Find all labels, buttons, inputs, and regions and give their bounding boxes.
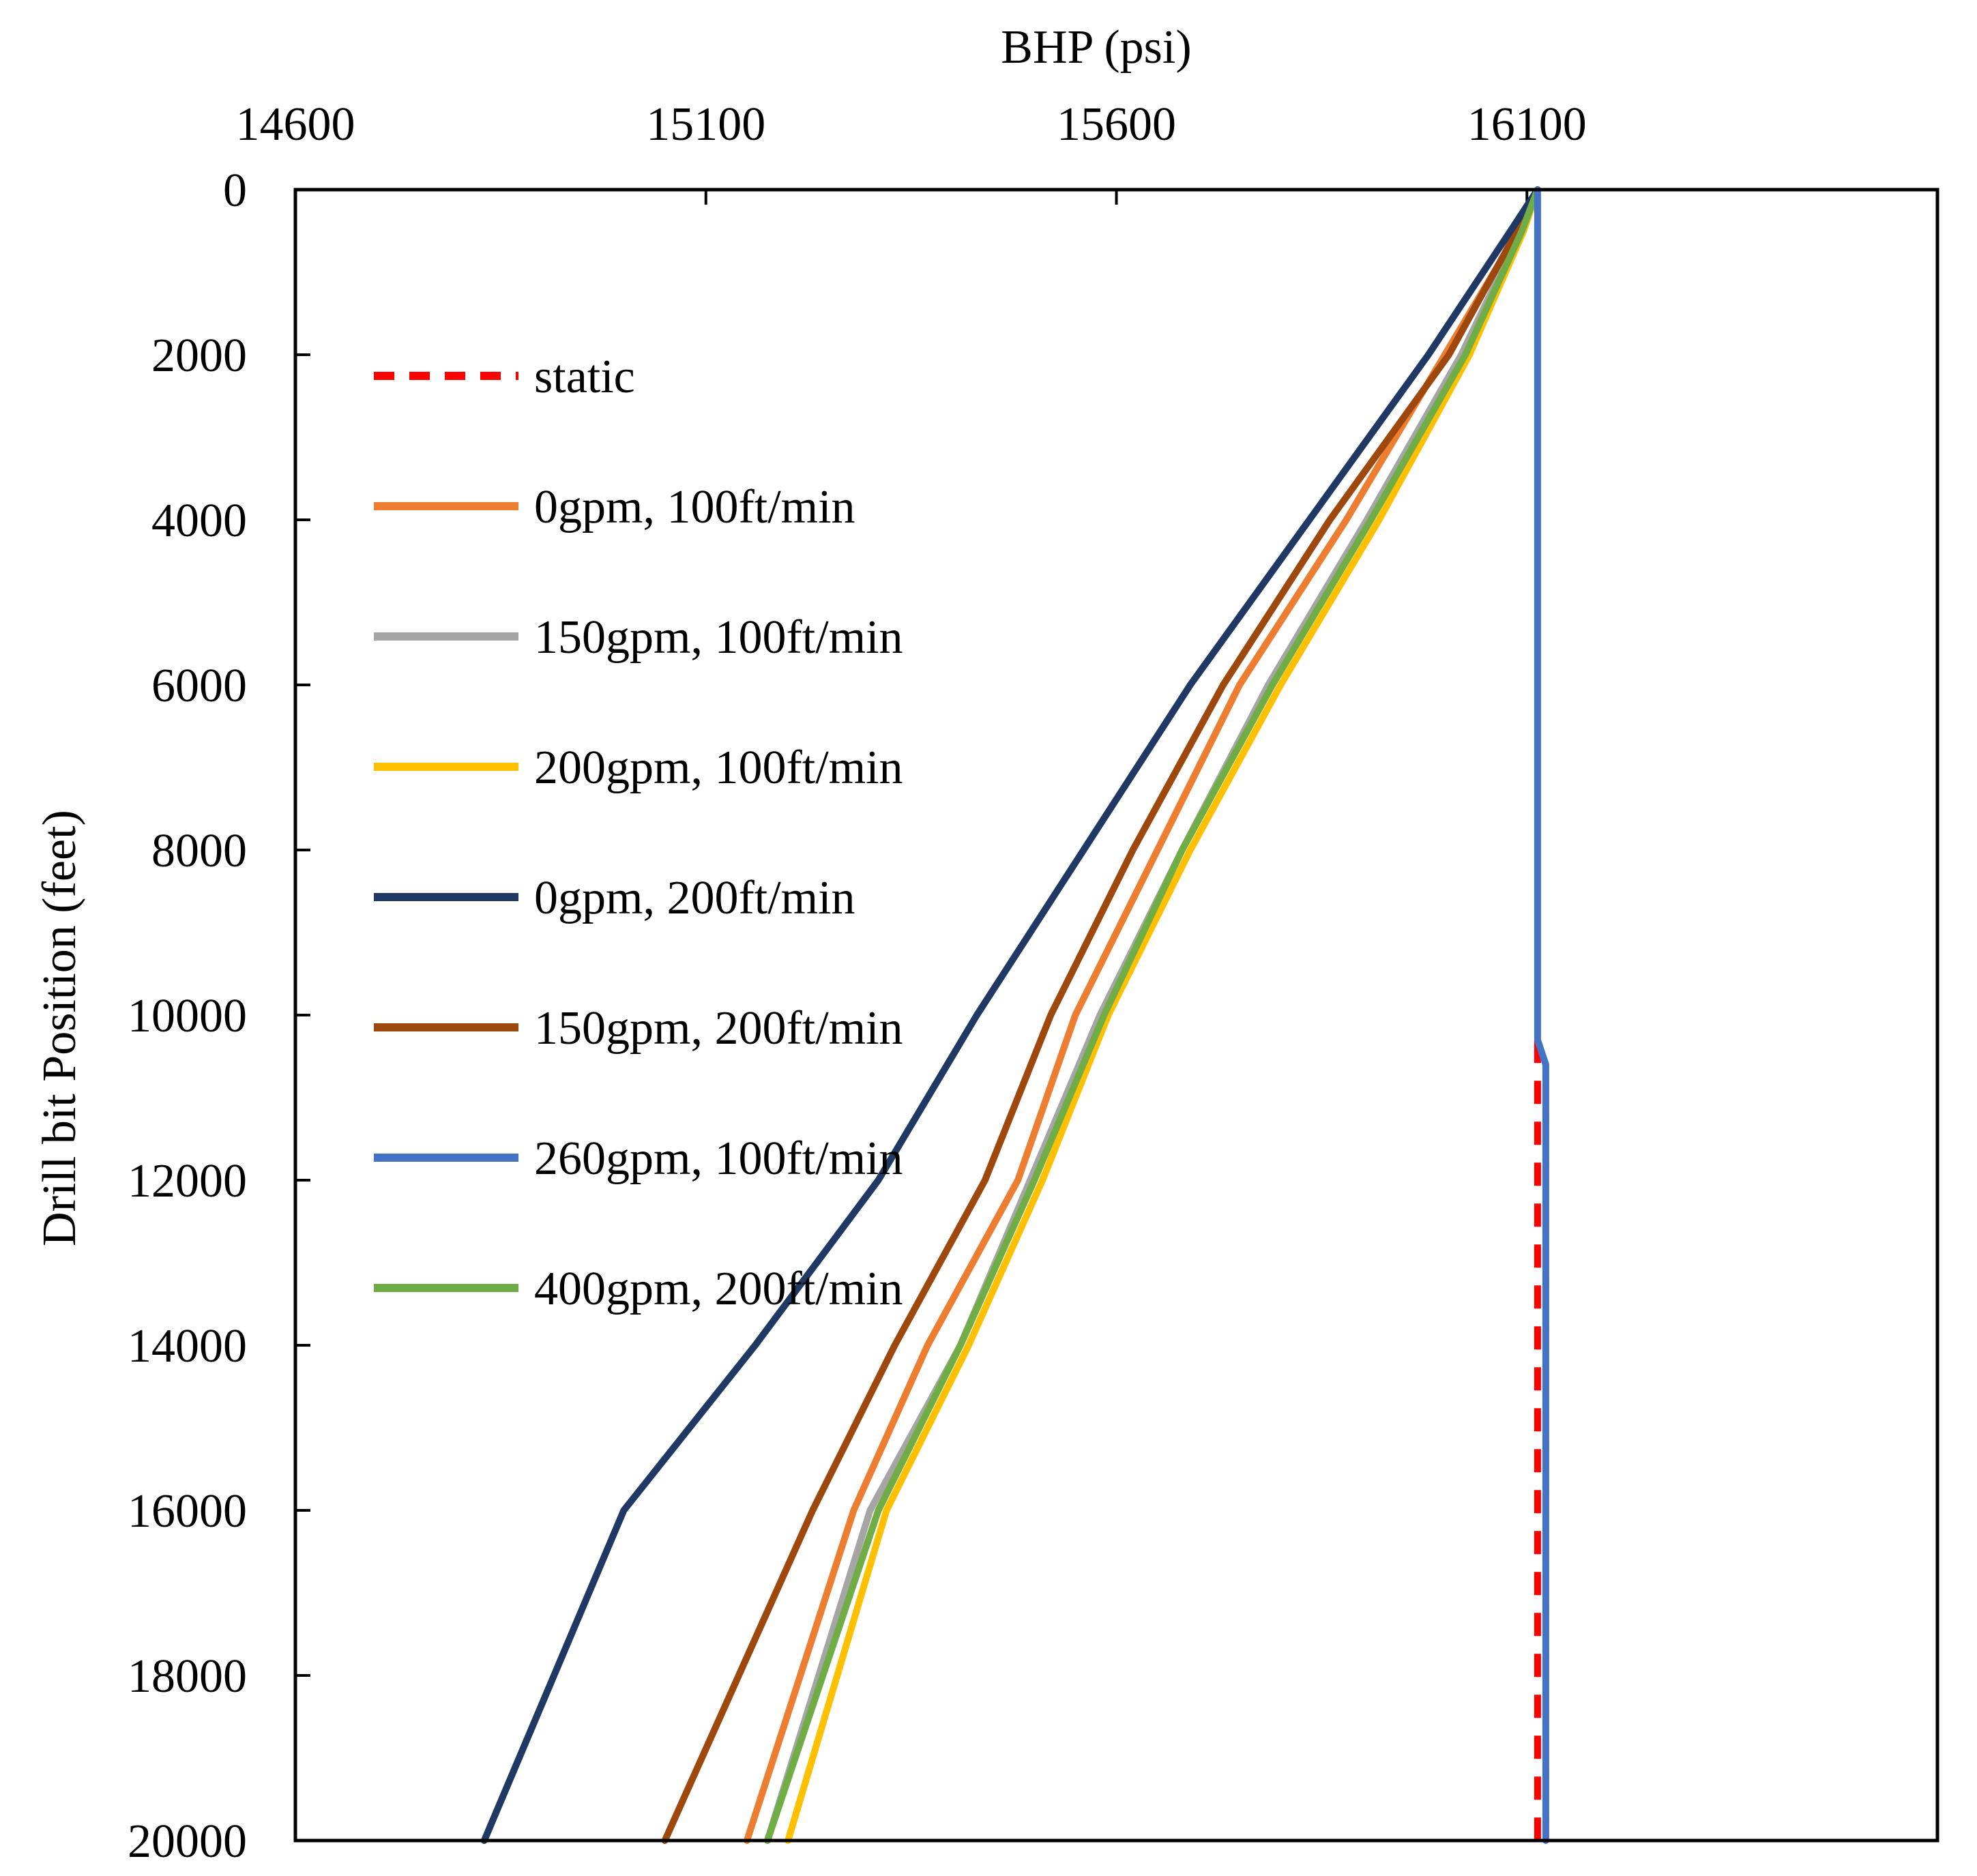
y-tick-label: 4000 (151, 495, 247, 547)
x-ticks: 14600 15100 15600 16100 (236, 98, 1587, 205)
y-tick-label: 16000 (128, 1485, 247, 1538)
x-tick-label: 15600 (1057, 98, 1176, 151)
y-tick-label: 2000 (151, 329, 247, 382)
y-tick-label: 14000 (128, 1320, 247, 1373)
legend-label-4: 0gpm, 200ft/min (534, 872, 855, 924)
x-tick-label: 15100 (646, 98, 765, 151)
legend-label-3: 200gpm, 100ft/min (534, 742, 903, 794)
y-tick-label: 18000 (128, 1650, 247, 1703)
legend-label-7: 400gpm, 200ft/min (534, 1263, 903, 1315)
legend-label-2: 150gpm, 100ft/min (534, 611, 903, 664)
x-tick-label: 16100 (1467, 98, 1587, 151)
series-line-6 (1534, 186, 1549, 1844)
y-axis-title: Drill bit Position (feet) (33, 810, 86, 1246)
legend-label-0: static (534, 351, 635, 403)
y-tick-label: 20000 (128, 1815, 247, 1868)
y-tick-label: 8000 (151, 825, 247, 877)
y-tick-label: 0 (223, 164, 247, 217)
plot-area-frame (293, 188, 1939, 1843)
y-ticks: 0 2000 4000 6000 8000 10000 12000 14000 16000 180… (128, 164, 310, 1868)
series-layer (480, 186, 1549, 1844)
x-axis-title: BHP (psi) (1001, 21, 1191, 74)
series-line-5 (661, 186, 1541, 1844)
legend-label-6: 260gpm, 100ft/min (534, 1132, 903, 1185)
legend-label-1: 0gpm, 100ft/min (534, 481, 855, 533)
series-line-7 (764, 186, 1541, 1844)
y-tick-label: 6000 (151, 660, 247, 712)
legend: static 0gpm, 100ft/min 150gpm, 100ft/min 20… (374, 351, 903, 1315)
x-tick-label: 14600 (236, 98, 355, 151)
y-tick-label: 10000 (128, 990, 247, 1042)
y-tick-label: 12000 (128, 1155, 247, 1207)
legend-label-5: 150gpm, 200ft/min (534, 1002, 903, 1055)
series-line-4 (480, 186, 1541, 1844)
